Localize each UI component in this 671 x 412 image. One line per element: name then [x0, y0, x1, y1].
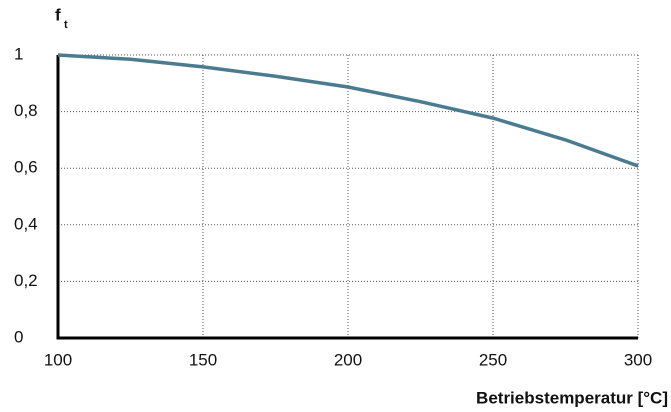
x-tick-label: 200	[334, 350, 362, 369]
y-axis-label: f	[55, 5, 61, 24]
y-axis-label-sub: t	[64, 19, 68, 31]
x-axis-label: Betriebstemperatur [°C]	[476, 388, 668, 407]
x-tick-label: 300	[624, 350, 652, 369]
x-tick-label: 250	[479, 350, 507, 369]
y-tick-label: 0,8	[14, 101, 38, 120]
line-series	[57, 53, 639, 168]
y-tick-label: 0	[14, 327, 23, 346]
y-tick-label: 1	[14, 44, 23, 63]
y-tick-label: 0,2	[14, 271, 38, 290]
y-tick-label: 0,4	[14, 214, 38, 233]
x-tick-label: 150	[189, 350, 217, 369]
y-tick-label: 0,6	[14, 158, 38, 177]
x-tick-label: 100	[44, 350, 72, 369]
